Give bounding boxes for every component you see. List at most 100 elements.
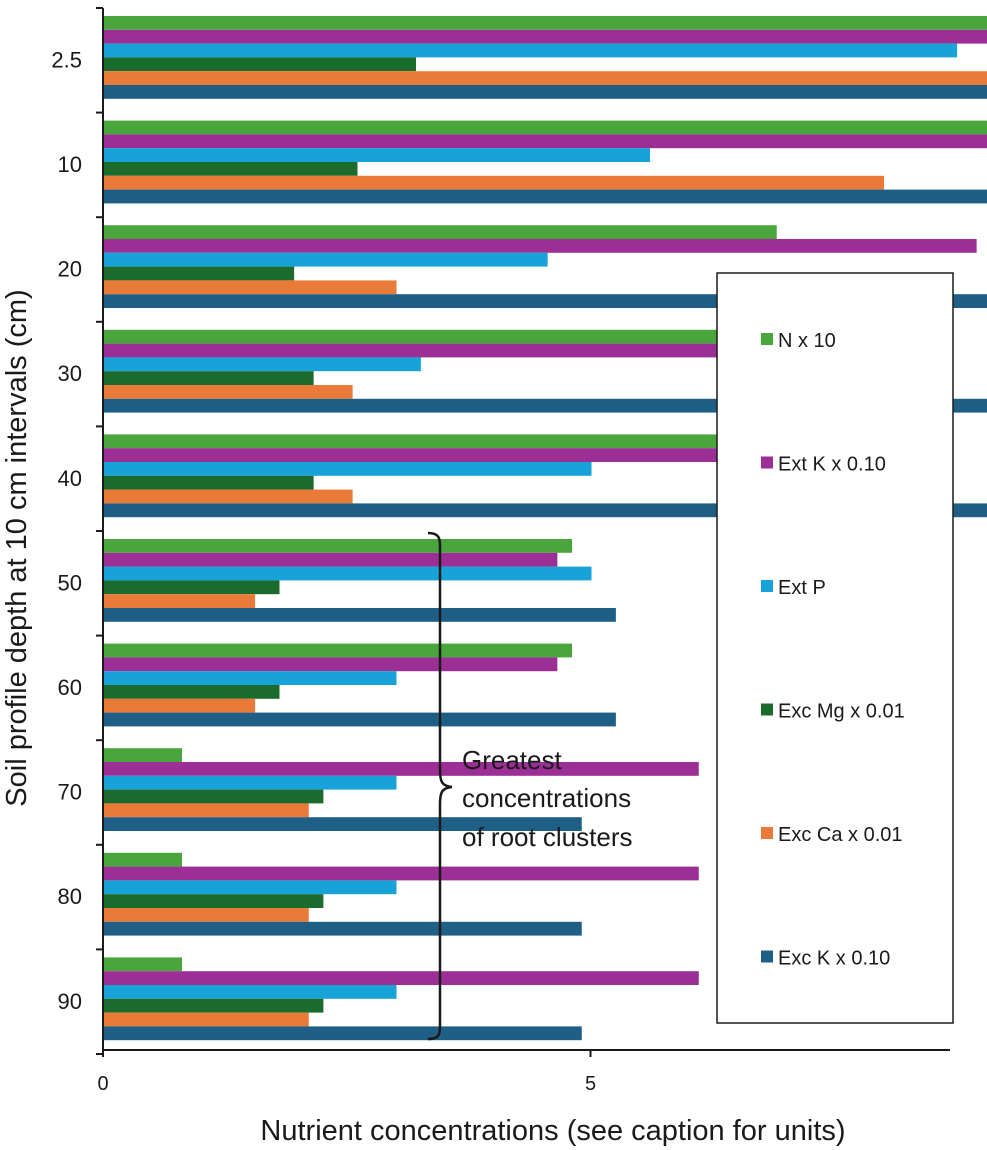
bar-group-2.5: [104, 16, 987, 99]
bar: [104, 252, 548, 267]
bar: [104, 489, 353, 504]
legend-label: Ext P: [778, 577, 826, 599]
bar: [104, 29, 987, 44]
y-ticks-layer: 2.5 10 20 30 40 50 60 70 80 90: [51, 7, 103, 1055]
bar: [104, 998, 324, 1013]
bar: [104, 580, 280, 595]
bar-group-10: [104, 120, 987, 204]
annotation-brace: [427, 531, 453, 1041]
bar: [104, 225, 777, 239]
legend-label: Exc K x 0.10: [778, 948, 890, 970]
legend: N x 10 Ext K x 0.10 Ext P Exc Mg x 0.01 Exc …: [716, 272, 954, 1024]
bar: [104, 162, 358, 176]
y-tick-label: 2.5: [51, 47, 82, 72]
annotation-line-2: concentrations: [462, 783, 631, 813]
bar-group-80: [104, 852, 699, 936]
annotation-line-3: of root clusters: [462, 822, 633, 852]
x-tick-label: 0: [97, 1073, 108, 1095]
x-axis-title: Nutrient concentrations (see caption for…: [260, 1115, 845, 1147]
bar: [104, 908, 309, 922]
y-tick-label: 70: [58, 780, 82, 805]
bar: [104, 762, 699, 776]
bars-layer: [104, 16, 987, 1041]
y-tick-label: 80: [58, 884, 82, 909]
legend-swatch: [761, 827, 773, 839]
y-tick-label: 50: [58, 570, 82, 595]
bar: [104, 921, 582, 936]
bar: [104, 594, 256, 608]
bar: [104, 539, 572, 553]
axes-layer: [102, 8, 950, 1051]
bar: [104, 789, 324, 804]
bar: [104, 803, 309, 818]
bar: [104, 817, 582, 831]
x-ticks-layer: 051015: [97, 1050, 596, 1095]
y-axis-title: Soil profile depth at 10 cm intervals (c…: [1, 289, 33, 806]
bar: [104, 671, 397, 685]
bar: [104, 329, 728, 344]
legend-swatch: [761, 333, 773, 345]
bar: [104, 434, 728, 449]
bar: [104, 175, 884, 190]
bar: [104, 866, 699, 881]
legend-label: Exc Ca x 0.01: [778, 824, 903, 846]
bar: [104, 239, 977, 253]
y-tick-label: 20: [58, 257, 82, 282]
bar-group-70: [104, 748, 699, 831]
bar: [104, 57, 416, 72]
annotation-line-1: Greatest: [462, 745, 562, 775]
bar: [104, 748, 182, 762]
legend-swatch: [761, 580, 773, 592]
legend-swatch: [761, 703, 773, 716]
bar: [104, 475, 314, 490]
bar: [104, 43, 958, 58]
bar-group-50: [104, 539, 616, 622]
bar: [104, 189, 987, 204]
bar: [104, 880, 397, 895]
bar: [104, 134, 987, 149]
y-tick-label: 40: [58, 466, 82, 491]
bar: [104, 371, 314, 385]
legend-label: N x 10: [778, 330, 836, 352]
bar: [104, 1026, 582, 1041]
bar: [104, 448, 889, 462]
bar: [104, 657, 558, 672]
bar: [104, 16, 987, 30]
annotation: Greatest concentrations of root clusters: [427, 531, 633, 1041]
bar: [104, 685, 280, 699]
bar-group-90: [104, 957, 699, 1041]
bar: [104, 148, 650, 162]
y-tick-label: 60: [58, 675, 82, 700]
bar: [104, 462, 592, 476]
bar: [104, 85, 987, 99]
bar: [104, 385, 353, 399]
bar: [104, 343, 889, 358]
x-tick-label: 5: [585, 1073, 596, 1095]
bar: [104, 1012, 309, 1027]
bar: [104, 775, 397, 790]
bar: [104, 266, 295, 281]
bar: [104, 120, 987, 135]
legend-box: [716, 272, 954, 1024]
bar: [104, 357, 421, 372]
bar: [104, 894, 324, 908]
bar: [104, 852, 182, 867]
bar: [104, 712, 616, 727]
bar: [104, 280, 397, 295]
legend-swatch: [761, 950, 773, 963]
legend-swatch: [761, 456, 773, 469]
bar: [104, 971, 699, 985]
bar: [104, 566, 592, 581]
bar: [104, 71, 987, 85]
bar: [104, 608, 616, 622]
bar-group-20: [104, 225, 987, 308]
y-tick-label: 10: [58, 152, 82, 177]
y-tick-label: 30: [58, 361, 82, 386]
bar: [104, 957, 182, 972]
legend-label: Ext K x 0.10: [778, 454, 886, 476]
bar-group-60: [104, 643, 616, 727]
bar: [104, 643, 572, 658]
y-tick-label: 90: [58, 989, 82, 1014]
bar: [104, 552, 558, 567]
